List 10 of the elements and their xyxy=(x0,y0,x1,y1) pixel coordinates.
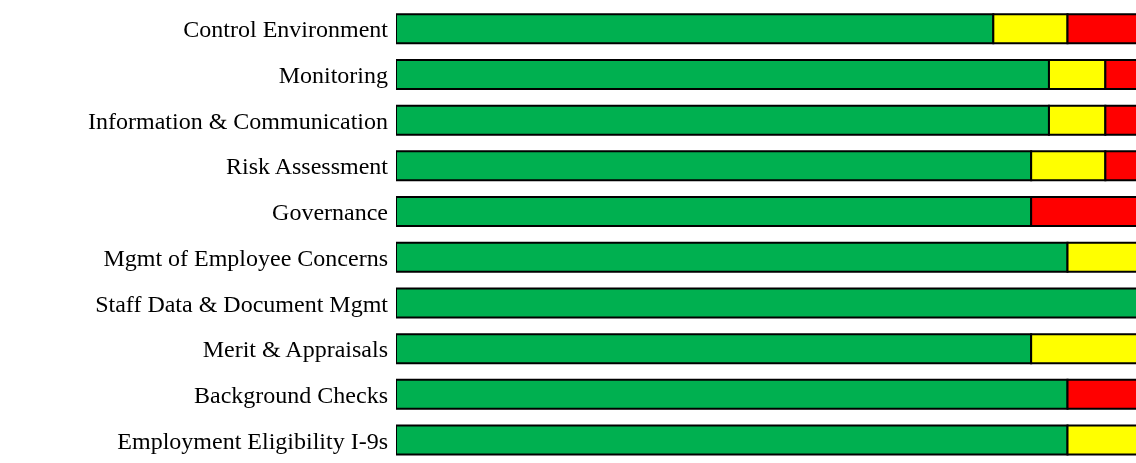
y-tick-label: Employment Eligibility I-9s xyxy=(117,427,388,454)
y-tick-label: Governance xyxy=(272,199,388,226)
y-tick-label: Control Environment xyxy=(183,16,389,43)
y-tick-label: Information & Communication xyxy=(88,107,388,134)
y-tick-label: Monitoring xyxy=(278,62,388,89)
y-tick-label: Background Checks xyxy=(194,381,388,408)
y-tick-label: Merit & Appraisals xyxy=(202,336,388,363)
y-tick-label: Mgmt of Employee Concerns xyxy=(103,244,388,271)
y-tick-label: Staff Data & Document Mgmt xyxy=(95,290,389,317)
y-tick-label: Risk Assessment xyxy=(225,153,389,180)
